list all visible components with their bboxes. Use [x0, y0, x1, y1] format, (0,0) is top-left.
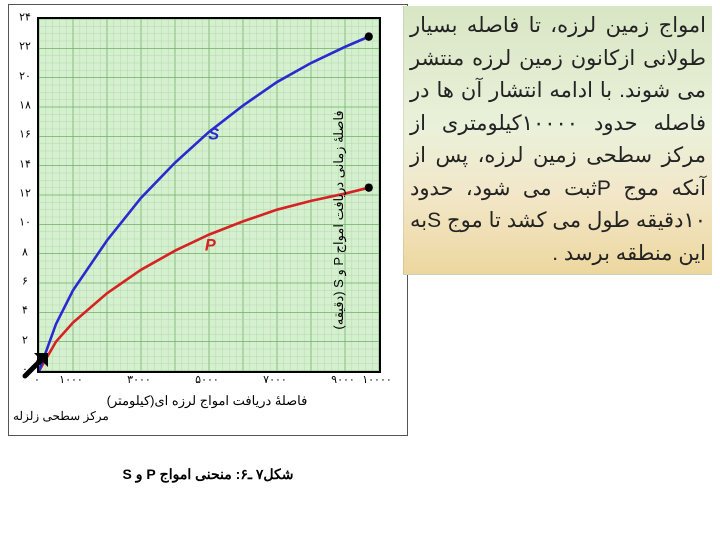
x-tick-label: ۳۰۰۰ — [127, 373, 151, 386]
y-tick-label: ۱۰ — [15, 216, 35, 229]
figure-caption: شکل۷ ـ۶: منحنی امواج P و S — [8, 466, 408, 483]
x-tick-label: ۱۰۰۰ — [59, 373, 83, 386]
series-S-endpoint — [365, 32, 373, 40]
y-tick-label: ۲۴ — [15, 11, 35, 24]
x-tick-label: ۷۰۰۰ — [263, 373, 287, 386]
chart-x-axis-label: فاصلهٔ دریافت امواج لرزه ای(کیلومتر) — [37, 393, 377, 409]
series-S — [39, 37, 369, 371]
x-tick-label: ۹۰۰۰ — [331, 373, 355, 386]
series-P-endpoint — [365, 183, 373, 191]
series-S-label: S — [208, 124, 219, 143]
chart-lines: PS — [39, 19, 379, 371]
y-tick-label: ۲۰ — [15, 69, 35, 82]
y-tick-label: ۱۶ — [15, 128, 35, 141]
y-tick-label: ۲ — [15, 333, 35, 346]
series-P — [39, 188, 369, 371]
y-tick-label: ۸ — [15, 245, 35, 258]
y-tick-label: ۲۲ — [15, 40, 35, 53]
epicenter-label: مرکز سطحی زلزله — [13, 409, 109, 423]
chart-inner: ۰۲۴۶۸۱۰۱۲۱۴۱۶۱۸۲۰۲۲۲۴ ۰۱۰۰۰۳۰۰۰۵۰۰۰۷۰۰۰۹… — [9, 5, 407, 435]
chart-y-axis-label: فاصلهٔ زمانی دریافت امواج P و S (دقیقه) — [331, 80, 347, 360]
y-tick-label: ۴ — [15, 304, 35, 317]
x-tick-label: ۵۰۰۰ — [195, 373, 219, 386]
chart-plot-area: PS — [37, 17, 381, 373]
description-text: امواج زمین لرزه، تا فاصله بسیار طولانی ا… — [403, 6, 712, 275]
chart-outer: ۰۲۴۶۸۱۰۱۲۱۴۱۶۱۸۲۰۲۲۲۴ ۰۱۰۰۰۳۰۰۰۵۰۰۰۷۰۰۰۹… — [8, 4, 408, 436]
y-tick-label: ۶ — [15, 275, 35, 288]
epicenter-arrow-icon — [22, 351, 50, 379]
page: ۰۲۴۶۸۱۰۱۲۱۴۱۶۱۸۲۰۲۲۲۴ ۰۱۰۰۰۳۰۰۰۵۰۰۰۷۰۰۰۹… — [0, 0, 720, 540]
y-tick-label: ۱۸ — [15, 99, 35, 112]
y-tick-label: ۱۴ — [15, 157, 35, 170]
x-tick-label: ۱۰۰۰۰ — [362, 373, 392, 386]
y-tick-label: ۱۲ — [15, 187, 35, 200]
series-P-label: P — [205, 235, 217, 254]
chart-block: ۰۲۴۶۸۱۰۱۲۱۴۱۶۱۸۲۰۲۲۲۴ ۰۱۰۰۰۳۰۰۰۵۰۰۰۷۰۰۰۹… — [8, 4, 408, 483]
